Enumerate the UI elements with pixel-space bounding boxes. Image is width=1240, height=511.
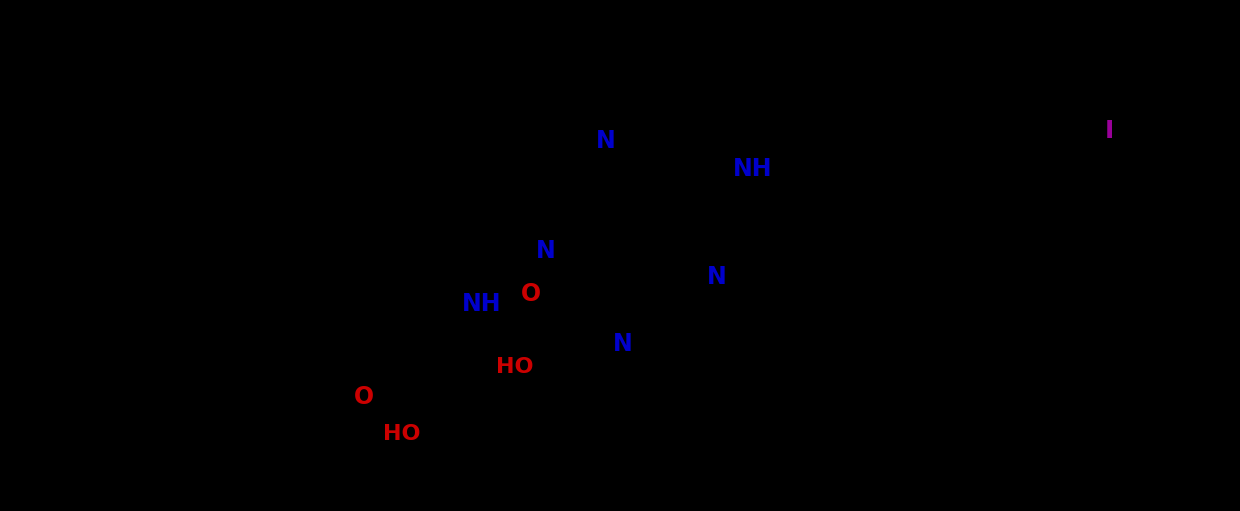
Text: NH: NH — [463, 292, 502, 316]
Text: N: N — [596, 129, 616, 153]
Text: N: N — [613, 332, 632, 356]
Text: N: N — [536, 239, 556, 263]
Text: O: O — [521, 282, 542, 306]
Text: NH: NH — [733, 157, 773, 181]
Text: O: O — [355, 385, 374, 409]
Text: N: N — [707, 265, 727, 289]
Text: HO: HO — [496, 357, 533, 377]
Text: I: I — [1105, 119, 1114, 143]
Text: HO: HO — [383, 424, 420, 444]
